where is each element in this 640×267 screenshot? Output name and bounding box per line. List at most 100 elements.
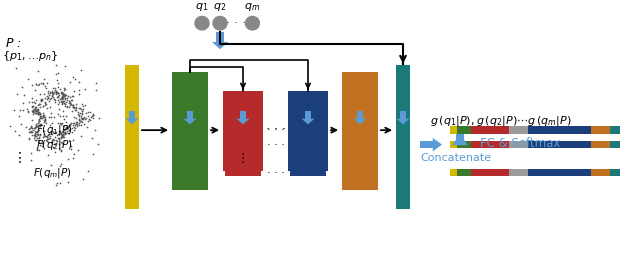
Point bbox=[38, 113, 48, 117]
Point bbox=[35, 102, 45, 106]
Point bbox=[31, 111, 42, 115]
Point bbox=[18, 101, 28, 105]
Point bbox=[51, 89, 61, 94]
Bar bbox=[240, 111, 246, 119]
Point bbox=[35, 112, 45, 116]
Point bbox=[33, 103, 44, 107]
Text: $g\,(q_1|P),g\,(q_2|P)\cdots g\,(q_m|P)$: $g\,(q_1|P),g\,(q_2|P)\cdots g\,(q_m|P)$ bbox=[430, 113, 572, 128]
Point bbox=[23, 77, 33, 81]
Point bbox=[61, 131, 71, 135]
Point bbox=[48, 95, 58, 99]
Point bbox=[43, 96, 53, 100]
Point bbox=[27, 118, 37, 122]
Point bbox=[68, 103, 79, 107]
Bar bbox=[591, 126, 609, 134]
Text: $F(q_2|P)$: $F(q_2|P)$ bbox=[36, 138, 72, 152]
Point bbox=[54, 137, 64, 141]
Bar bbox=[396, 169, 410, 176]
Point bbox=[74, 92, 84, 96]
Point bbox=[52, 90, 62, 94]
Point bbox=[44, 91, 54, 95]
Point bbox=[65, 127, 75, 131]
Point bbox=[12, 91, 22, 96]
Point bbox=[26, 125, 36, 130]
Point bbox=[68, 105, 79, 110]
Point bbox=[52, 181, 62, 186]
Point bbox=[70, 126, 80, 130]
Point bbox=[74, 80, 84, 84]
Point bbox=[31, 82, 41, 86]
Point bbox=[37, 139, 47, 143]
Point bbox=[58, 92, 68, 96]
Point bbox=[68, 74, 78, 79]
Point bbox=[55, 130, 65, 134]
Point bbox=[81, 111, 91, 116]
Point bbox=[79, 117, 90, 121]
Point bbox=[45, 130, 55, 134]
Point bbox=[48, 130, 58, 134]
Point bbox=[88, 112, 98, 117]
Point bbox=[54, 92, 65, 97]
Point bbox=[51, 91, 61, 96]
Bar bbox=[225, 141, 261, 148]
Point bbox=[27, 133, 37, 137]
Text: $q_2$: $q_2$ bbox=[213, 1, 227, 13]
Point bbox=[10, 108, 20, 112]
Point bbox=[33, 112, 44, 116]
Point bbox=[28, 109, 38, 113]
Point bbox=[74, 88, 84, 92]
Point bbox=[60, 101, 70, 105]
Point bbox=[42, 135, 52, 139]
Point bbox=[60, 64, 70, 68]
Point bbox=[37, 97, 47, 101]
Point bbox=[63, 125, 73, 129]
Point bbox=[51, 141, 61, 145]
Point bbox=[58, 134, 68, 139]
Point bbox=[85, 117, 95, 122]
Point bbox=[67, 130, 77, 134]
Bar bbox=[216, 32, 224, 42]
Point bbox=[58, 90, 68, 95]
Point bbox=[33, 112, 43, 116]
Point bbox=[39, 129, 49, 133]
Point bbox=[72, 122, 83, 126]
Point bbox=[26, 151, 36, 155]
Point bbox=[29, 124, 40, 129]
Point bbox=[31, 130, 41, 134]
Point bbox=[56, 99, 66, 103]
Point bbox=[31, 98, 41, 102]
Point bbox=[33, 69, 44, 73]
Point bbox=[67, 103, 77, 107]
Point bbox=[13, 113, 24, 118]
Point bbox=[68, 105, 78, 109]
Point bbox=[47, 138, 57, 142]
Point bbox=[26, 109, 36, 113]
Point bbox=[53, 91, 63, 95]
Point bbox=[68, 89, 79, 94]
Point bbox=[63, 128, 74, 132]
Point bbox=[64, 99, 74, 103]
Point bbox=[38, 114, 49, 118]
Point bbox=[34, 112, 44, 116]
Point bbox=[25, 129, 35, 134]
Point bbox=[48, 86, 58, 90]
Point bbox=[10, 129, 20, 133]
Point bbox=[65, 122, 75, 126]
Point bbox=[38, 120, 49, 124]
Point bbox=[61, 97, 72, 102]
Point bbox=[28, 110, 38, 115]
Point bbox=[36, 96, 47, 101]
Point bbox=[61, 126, 72, 131]
Point bbox=[49, 131, 60, 135]
Point bbox=[69, 128, 79, 132]
Point bbox=[62, 129, 72, 133]
Point bbox=[35, 136, 45, 140]
Point bbox=[86, 114, 97, 118]
Bar bbox=[456, 134, 464, 145]
Bar bbox=[125, 141, 139, 148]
Point bbox=[45, 91, 55, 95]
Point bbox=[67, 94, 77, 98]
Point bbox=[60, 97, 70, 101]
Text: FC & Softmax: FC & Softmax bbox=[480, 137, 561, 150]
Point bbox=[40, 84, 51, 88]
